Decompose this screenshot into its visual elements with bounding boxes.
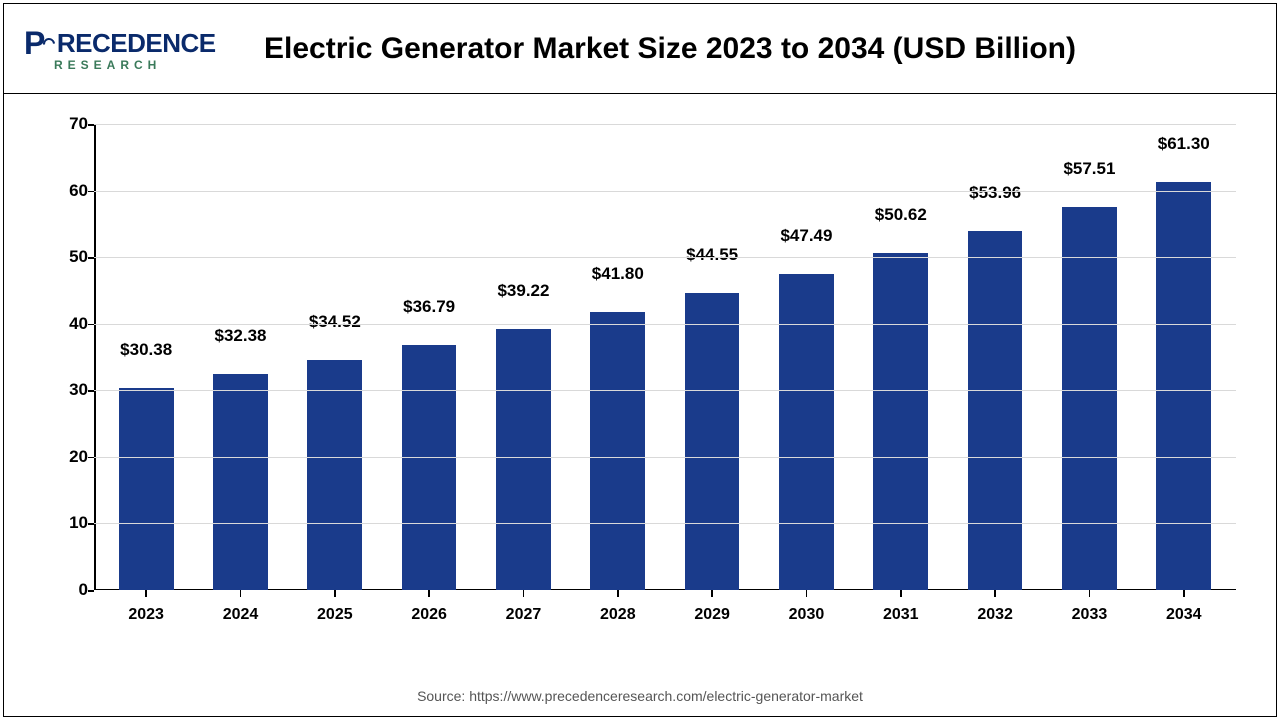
bar-value-label: $39.22 [497,281,549,305]
bar-value-label: $32.38 [214,326,266,350]
bar-slot: $57.51 [1042,124,1136,590]
x-axis-label: 2023 [99,606,193,624]
plot-region: $30.38 $32.38 $34.52 $36.79 $39.22 $41.80 $44.… [94,124,1236,590]
bar [213,374,268,590]
bar-value-label: $36.79 [403,297,455,321]
y-tick-label: 0 [50,580,88,600]
y-tick-mark [88,124,94,126]
bar-slot: $41.80 [571,124,665,590]
bar-value-label: $47.49 [780,226,832,250]
x-tick [571,590,665,597]
x-axis-label: 2027 [476,606,570,624]
x-axis-label: 2026 [382,606,476,624]
bar-slot: $61.30 [1137,124,1231,590]
bar-slot: $44.55 [665,124,759,590]
logo-brand-top: RECEDENCE [57,28,216,59]
x-tick [288,590,382,597]
y-tick-mark [88,457,94,459]
bar-value-label: $30.38 [120,340,172,364]
x-tick [665,590,759,597]
x-tick [476,590,570,597]
gridline [94,124,1236,125]
x-tick [193,590,287,597]
x-axis-label: 2025 [288,606,382,624]
chart-title: Electric Generator Market Size 2023 to 2… [204,32,1256,66]
y-tick-mark [88,257,94,259]
bar-slot: $34.52 [288,124,382,590]
x-tick [1137,590,1231,597]
gridline [94,523,1236,524]
y-tick-label: 30 [50,380,88,400]
x-axis-label: 2024 [193,606,287,624]
x-tick [1042,590,1136,597]
bar-slot: $53.96 [948,124,1042,590]
bar-value-label: $41.80 [592,264,644,288]
bar [685,293,740,590]
y-tick-label: 20 [50,447,88,467]
x-tick [99,590,193,597]
x-tick [382,590,476,597]
gridline [94,191,1236,192]
x-axis-label: 2032 [948,606,1042,624]
source-citation: Source: https://www.precedenceresearch.c… [4,680,1276,716]
bar-slot: $39.22 [476,124,570,590]
bar [590,312,645,590]
bar-value-label: $53.96 [969,183,1021,207]
y-tick-mark [88,324,94,326]
gridline [94,257,1236,258]
bar [496,329,551,590]
x-tick-row [94,590,1236,597]
x-axis-label: 2034 [1137,606,1231,624]
y-tick-mark [88,191,94,193]
bar [779,274,834,590]
gridline [94,457,1236,458]
y-tick-label: 70 [50,114,88,134]
x-labels-row: 2023202420252026202720282029203020312032… [94,606,1236,624]
bar [968,231,1023,590]
y-tick-mark [88,390,94,392]
chart-frame: P RECEDENCE RESEARCH Electric Generator … [3,3,1277,717]
bar-slot: $36.79 [382,124,476,590]
y-tick-label: 40 [50,314,88,334]
bar-value-label: $50.62 [875,205,927,229]
y-tick-label: 50 [50,247,88,267]
header: P RECEDENCE RESEARCH Electric Generator … [4,4,1276,94]
x-axis-label: 2030 [759,606,853,624]
bar [119,388,174,590]
gridline [94,324,1236,325]
bar-slot: $47.49 [759,124,853,590]
bar-value-label: $61.30 [1158,134,1210,158]
bar-value-label: $57.51 [1063,159,1115,183]
bar [1156,182,1211,590]
bar-slot: $50.62 [854,124,948,590]
logo-brand-sub: RESEARCH [54,58,161,72]
x-tick [948,590,1042,597]
chart-area: $30.38 $32.38 $34.52 $36.79 $39.22 $41.80 $44.… [4,94,1276,680]
bar [307,360,362,590]
gridline [94,390,1236,391]
y-tick-mark [88,590,94,592]
bars-container: $30.38 $32.38 $34.52 $36.79 $39.22 $41.80 $44.… [94,124,1236,590]
x-tick [759,590,853,597]
y-tick-label: 60 [50,181,88,201]
y-tick-label: 10 [50,513,88,533]
x-tick [854,590,948,597]
x-axis-label: 2029 [665,606,759,624]
bar [873,253,928,590]
y-tick-mark [88,523,94,525]
x-axis-label: 2028 [571,606,665,624]
bar-slot: $30.38 [99,124,193,590]
bar [402,345,457,590]
logo-wordmark: P RECEDENCE [24,25,216,62]
x-axis-label: 2031 [854,606,948,624]
bar [1062,207,1117,590]
x-axis-label: 2033 [1042,606,1136,624]
brand-logo: P RECEDENCE RESEARCH [24,25,204,72]
bar-slot: $32.38 [193,124,287,590]
